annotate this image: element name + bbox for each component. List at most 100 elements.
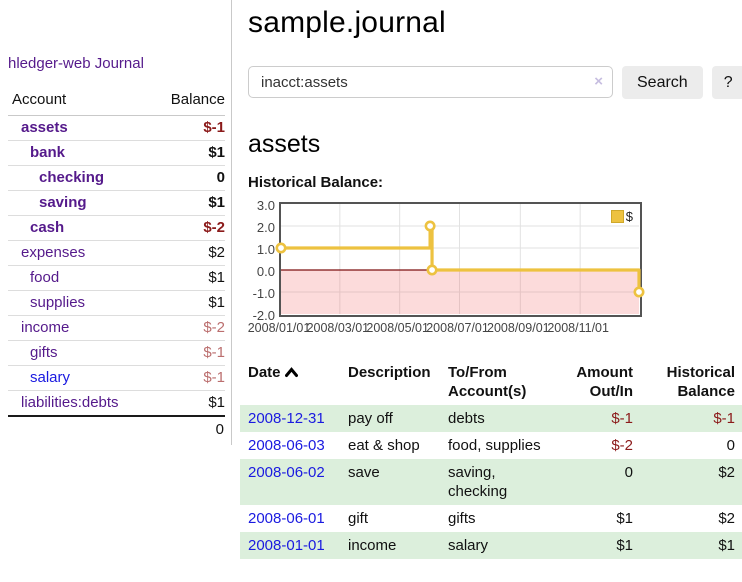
x-tick-label: 2008/01/01 [247,321,311,335]
register-header-description: Description [348,364,431,381]
help-button[interactable]: ? [711,66,742,99]
account-row-liabilities-debts: liabilities:debts $1 [8,391,225,415]
account-balance: $1 [208,294,225,311]
account-link[interactable]: bank [30,144,66,161]
account-balance: $-1 [203,344,225,361]
transaction-date-link[interactable]: 2008-06-02 [248,464,325,481]
chart-legend: $ [608,208,635,225]
register-row: 2008-06-02 save saving, checking 0 $2 [240,459,742,505]
transaction-date-link[interactable]: 2008-12-31 [248,410,325,427]
search-input[interactable] [248,66,613,98]
account-link[interactable]: cash [30,219,65,236]
clear-search-icon[interactable]: × [594,73,603,90]
y-tick-label: -2.0 [252,308,275,323]
y-tick-label: 1.0 [256,242,275,257]
transaction-balance: $-1 [713,410,735,427]
y-tick-label: 3.0 [256,198,275,213]
account-row-cash: cash $-2 [8,216,225,241]
y-tick-label: -1.0 [252,286,275,301]
account-link[interactable]: assets [21,119,68,136]
sidebar-item-journal[interactable]: Journal [94,55,144,72]
transaction-accounts: salary [448,537,489,554]
search-bar: × Search ? [248,66,742,99]
account-link[interactable]: income [21,319,70,336]
legend-label: $ [625,209,633,224]
transaction-amount: $-2 [611,437,633,454]
date-header-label: Date [248,364,281,381]
transaction-amount: $1 [616,537,633,554]
account-balance: $-1 [203,369,225,386]
account-balance: $-1 [203,119,225,136]
chart-canvas [275,204,645,314]
account-link[interactable]: liabilities:debts [21,394,119,411]
transaction-balance: $2 [718,510,735,527]
accounts-table-header: Account Balance [8,89,225,116]
sidebar: hledger-web Journal Account Balance asse… [0,0,232,445]
account-link[interactable]: gifts [30,344,58,361]
historical-balance-chart: 3.0 2.0 1.0 0.0 -1.0 -2.0 $ 2008/01/01 2008/03… [248,198,645,337]
account-row-expenses: expenses $2 [8,241,225,266]
register-table: Date Description To/From Account(s) Amou… [240,361,742,559]
account-row-supplies: supplies $1 [8,291,225,316]
account-link[interactable]: supplies [30,294,86,311]
account-balance: $1 [208,269,225,286]
transaction-description: income [348,537,397,554]
account-row-income: income $-2 [8,316,225,341]
y-tick-label: 0.0 [256,264,275,279]
register-header-accounts: To/From Account(s) [448,364,527,400]
transaction-accounts: gifts [448,510,476,527]
transaction-accounts: debts [448,410,485,427]
transaction-description: save [348,464,380,481]
transaction-date-link[interactable]: 2008-06-03 [248,437,325,454]
legend-swatch-icon [610,210,624,223]
x-tick-label: 2008/07/01 [426,321,489,335]
account-balance: 0 [216,169,225,186]
register-row: 2008-06-01 gift gifts $1 $2 [240,505,742,532]
account-link[interactable]: saving [39,194,87,211]
account-link[interactable]: food [30,269,60,286]
account-row-food: food $1 [8,266,225,291]
register-row: 2008-12-31 pay off debts $-1 $-1 [240,405,742,432]
transaction-description: eat & shop [348,437,420,454]
x-tick-label: 2008/09/01 [487,321,550,335]
register-row: 2008-06-03 eat & shop food, supplies $-2… [240,432,742,459]
accounts-total: 0 [8,415,225,442]
transaction-amount: $1 [616,510,633,527]
transaction-date-link[interactable]: 2008-01-01 [248,537,325,554]
transaction-date-link[interactable]: 2008-06-01 [248,510,325,527]
accounts-table: Account Balance assets $-1 bank $1 check… [8,89,225,442]
account-link[interactable]: salary [30,369,71,386]
register-row: 2008-01-01 income salary $1 $1 [240,532,742,559]
transaction-balance: $2 [718,464,735,481]
transaction-balance: $1 [718,537,735,554]
chart-heading: Historical Balance: [248,174,384,191]
account-balance: $1 [208,394,225,411]
x-tick-label: 2008/11/01 [547,321,609,335]
x-tick-label: 2008/03/01 [306,321,370,335]
transaction-amount: 0 [624,464,633,481]
transaction-accounts: saving, checking [448,464,508,500]
register-header-row: Date Description To/From Account(s) Amou… [240,361,742,405]
transaction-description: pay off [348,410,393,427]
account-heading: assets [248,130,321,158]
transaction-description: gift [348,510,369,527]
account-balance: $-2 [203,219,225,236]
account-link[interactable]: checking [39,169,105,186]
search-button[interactable]: Search [622,66,703,99]
transaction-accounts: food, supplies [448,437,541,454]
main-content: sample.journal × Search ? assets Histori… [232,0,742,559]
app-window: hledger-web Journal Account Balance asse… [0,0,742,559]
transaction-balance: 0 [726,437,735,454]
x-tick-label: 2008/05/01 [366,321,429,335]
account-link[interactable]: expenses [21,244,86,261]
register-header-date[interactable]: Date [240,361,340,405]
accounts-header-balance: Balance [170,91,225,108]
account-row-assets: assets $-1 [8,116,225,141]
search-input-wrap: × [248,66,613,99]
account-row-checking: checking 0 [8,166,225,191]
transaction-amount: $-1 [611,410,633,427]
y-tick-label: 2.0 [256,220,275,235]
register-header-amount: Amount Out/In [576,364,633,400]
brand-link[interactable]: hledger-web [8,55,91,72]
register-header-balance: Historical Balance [666,364,735,400]
